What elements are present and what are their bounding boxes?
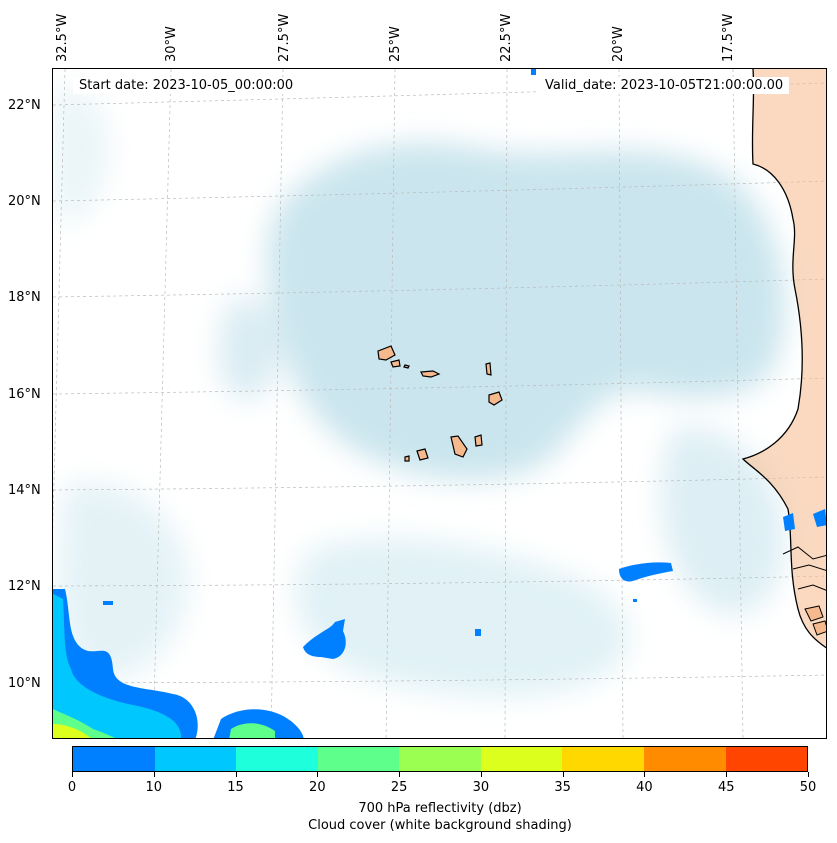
colorbar-segment xyxy=(399,747,481,771)
colorbar-tick-label: 30 xyxy=(472,780,490,795)
africa-coastline xyxy=(741,69,826,649)
colorbar-tick-mark xyxy=(562,772,564,777)
colorbar-tick-label: 40 xyxy=(636,780,653,795)
island-santa-luzia xyxy=(403,364,410,369)
lat-label-12n: 12°N xyxy=(8,579,41,594)
start-date-label: Start date: 2023-10-05_00:00:00 xyxy=(73,77,300,94)
cloud-patch-northwest xyxy=(53,87,109,222)
colorbar-segment xyxy=(480,747,563,771)
island-boa-vista xyxy=(488,391,503,406)
cloud-mass-central xyxy=(266,142,785,480)
colorbar-tick-mark xyxy=(480,772,482,777)
colorbar-tick-mark xyxy=(399,772,401,777)
island-sal xyxy=(485,362,492,376)
cloud-cover-layer xyxy=(53,87,785,697)
island-brava xyxy=(404,455,410,462)
colorbar-tick-label: 50 xyxy=(799,780,817,795)
reflectivity-cell-central xyxy=(303,619,346,659)
africa-coast xyxy=(741,69,826,649)
lat-label-18n: 18°N xyxy=(8,290,41,305)
valid-date-label: Valid_date: 2023-10-05T21:00:00.00 xyxy=(539,77,790,94)
colorbar-segment xyxy=(154,747,237,771)
lat-label-20n: 20°N xyxy=(8,194,41,209)
lat-label-22n: 22°N xyxy=(8,98,41,113)
island-sao-nicolau xyxy=(420,370,441,378)
lon-label-25w: 25°W xyxy=(388,26,403,62)
colorbar-tick-mark xyxy=(726,772,728,777)
map-panel: Start date: 2023-10-05_00:00:00 Valid_da… xyxy=(52,68,827,739)
colorbar-segment xyxy=(562,747,644,771)
island-sao-vicente xyxy=(390,359,401,368)
colorbar-segment xyxy=(236,747,318,771)
reflectivity-cell-south-1-core xyxy=(229,723,275,738)
lon-label-22-5w: 22.5°W xyxy=(499,13,514,62)
africa-land xyxy=(743,69,826,648)
colorbar-segment xyxy=(317,747,400,771)
reflectivity-cell-southwest-inner xyxy=(53,594,181,738)
colorbar-tick-label: 15 xyxy=(227,780,244,795)
colorbar-tick-mark xyxy=(644,772,646,777)
reflectivity-cell-southwest-peak xyxy=(53,724,91,738)
lat-label-16n: 16°N xyxy=(8,387,41,402)
reflectivity-layer xyxy=(53,69,826,738)
colorbar-tick-mark xyxy=(317,772,319,777)
reflectivity-cell-coast-2 xyxy=(813,509,826,527)
graticule xyxy=(53,69,826,738)
colorbar-title-line1: 700 hPa reflectivity (dbz) xyxy=(358,801,522,816)
island-santiago xyxy=(450,435,468,458)
colorbar xyxy=(72,746,808,772)
reflectivity-cell-east xyxy=(619,562,673,582)
island-santo-antao xyxy=(377,345,396,361)
colorbar-tick-label: 10 xyxy=(145,780,163,795)
lat-label-14n: 14°N xyxy=(8,483,41,498)
colorbar-tick-label: 0 xyxy=(67,780,77,795)
colorbar-segment xyxy=(73,747,155,771)
lon-label-17-5w: 17.5°W xyxy=(721,13,736,62)
lon-label-30w: 30°W xyxy=(164,26,179,62)
island-fogo xyxy=(416,448,429,461)
colorbar-tick-mark xyxy=(808,772,809,777)
colorbar-segment xyxy=(643,747,726,771)
colorbar-tick-label: 20 xyxy=(309,780,326,795)
cloud-patch-southwest xyxy=(57,482,189,680)
lon-label-32-5w: 32.5°W xyxy=(55,13,70,62)
lon-label-20w: 20°W xyxy=(611,26,626,62)
lon-label-27-5w: 27.5°W xyxy=(277,13,292,62)
colorbar-tick-mark xyxy=(153,772,155,777)
reflectivity-cell-coast-1 xyxy=(783,513,795,531)
lat-label-10n: 10°N xyxy=(8,676,41,691)
colorbar-segment xyxy=(725,747,808,771)
cape-verde-islands xyxy=(377,345,503,462)
cloud-patch-west xyxy=(218,297,279,399)
colorbar-tick-label: 45 xyxy=(717,780,735,795)
cloud-patch-east xyxy=(660,427,785,615)
colorbar-tick-label: 25 xyxy=(390,780,408,795)
colorbar-title-line2: Cloud cover (white background shading) xyxy=(308,818,572,833)
colorbar-tick-mark xyxy=(235,772,237,777)
map-canvas xyxy=(53,69,826,738)
island-maio xyxy=(474,434,483,447)
colorbar-tick-mark xyxy=(72,772,73,777)
cloud-patch-south xyxy=(295,538,630,697)
colorbar-tick-label: 35 xyxy=(554,780,571,795)
